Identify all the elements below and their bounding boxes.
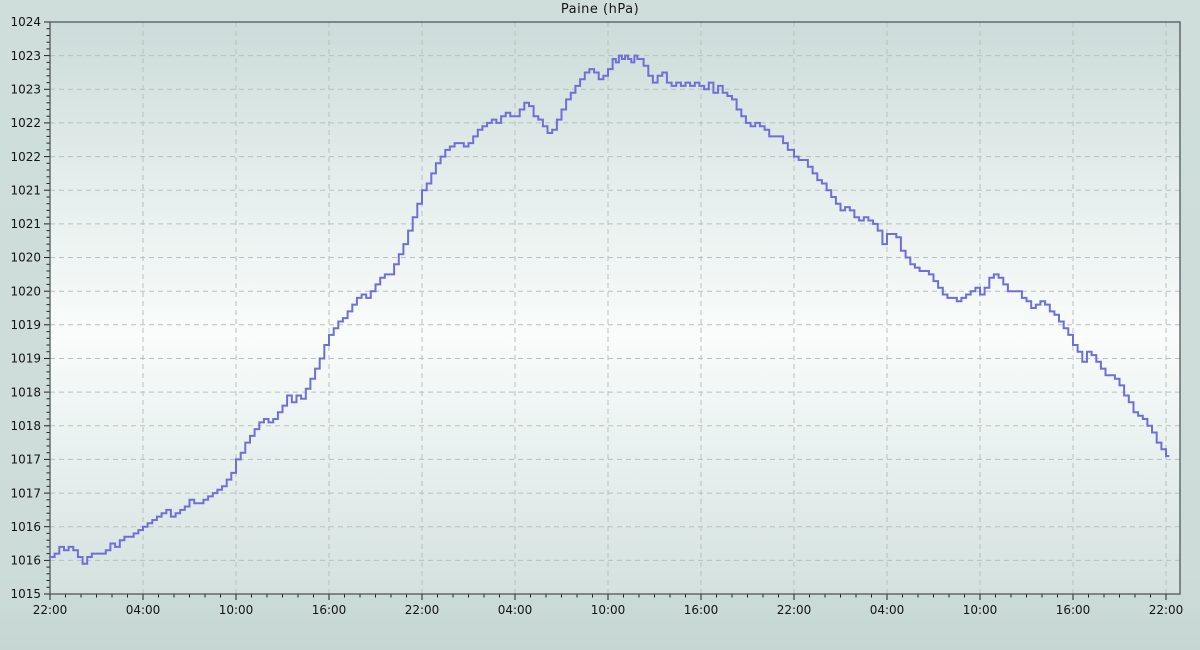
y-tick-label: 1022	[10, 150, 41, 164]
x-tick-label: 16:00	[1056, 603, 1091, 617]
y-tick-label: 1021	[10, 183, 41, 197]
y-tick-label: 1023	[10, 49, 41, 63]
pressure-series-line	[49, 54, 1170, 565]
y-tick-label: 1020	[10, 284, 41, 298]
x-tick-label: 22:00	[777, 603, 812, 617]
x-tick-label: 04:00	[870, 603, 905, 617]
x-tick-label: 10:00	[591, 603, 626, 617]
y-tick-label: 1017	[10, 453, 41, 467]
x-tick-label: 10:00	[963, 603, 998, 617]
y-tick-label: 1020	[10, 251, 41, 265]
x-tick-label: 16:00	[312, 603, 347, 617]
y-tick-label: 1015	[10, 587, 41, 601]
y-tick-label: 1018	[10, 385, 41, 399]
x-tick-label: 10:00	[219, 603, 254, 617]
y-tick-label: 1017	[10, 486, 41, 500]
y-tick-label: 1019	[10, 318, 41, 332]
y-tick-label: 1019	[10, 352, 41, 366]
y-tick-label: 1016	[10, 520, 41, 534]
y-tick-label: 1018	[10, 419, 41, 433]
x-tick-label: 22:00	[1149, 603, 1184, 617]
axis-labels: 1024 1023 1023 1022 1022 1021 1021 1020 1020 1019…	[10, 15, 1183, 617]
y-tick-label: 1022	[10, 116, 41, 130]
x-tick-label: 22:00	[405, 603, 440, 617]
plot-area	[50, 22, 1180, 594]
x-tick-label: 16:00	[684, 603, 719, 617]
x-tick-label: 04:00	[498, 603, 533, 617]
plot-border	[49, 21, 1181, 595]
y-tick-label: 1024	[10, 15, 41, 29]
y-tick-label: 1021	[10, 217, 41, 231]
y-tick-label: 1023	[10, 83, 41, 97]
x-tick-label: 04:00	[126, 603, 161, 617]
y-tick-label: 1016	[10, 554, 41, 568]
x-tick-label: 22:00	[33, 603, 68, 617]
chart-title: Paine (hPa)	[560, 2, 640, 17]
